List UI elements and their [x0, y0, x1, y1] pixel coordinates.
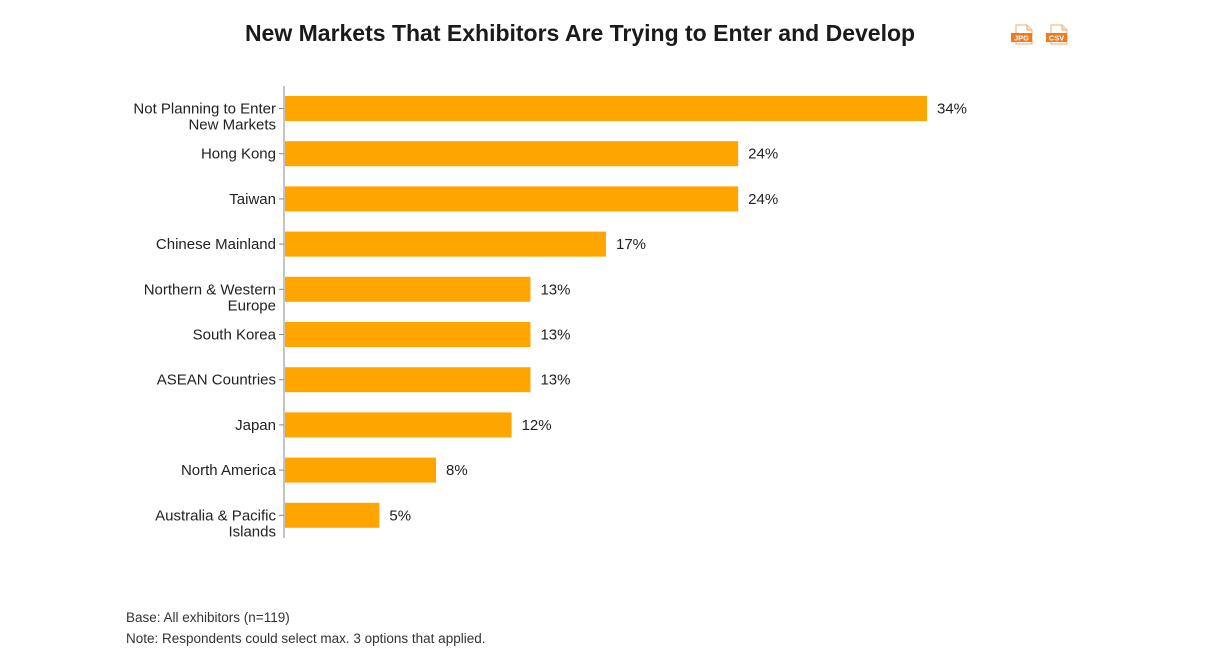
download-csv-button[interactable]: CSV: [1045, 24, 1071, 46]
data-label-8: 8%: [446, 462, 468, 479]
data-label-0: 34%: [937, 101, 967, 118]
bar-5: [285, 322, 531, 347]
category-label-8: North America: [181, 462, 277, 479]
data-label-4: 13%: [540, 281, 570, 298]
bar-4: [285, 276, 531, 302]
data-label-7: 12%: [522, 417, 552, 434]
bar-9: [285, 502, 380, 528]
download-jpg-button[interactable]: JPG: [1010, 24, 1036, 46]
footnote-note: Note: Respondents could select max. 3 op…: [126, 631, 486, 646]
category-label-3: Chinese Mainland: [156, 236, 276, 253]
bar-3: [285, 231, 606, 257]
bar-6: [285, 367, 531, 393]
bars-layer: 34% Not Planning to Enter New Markets 24% Ho…: [133, 96, 967, 540]
data-label-5: 13%: [540, 327, 570, 344]
download-csv-label: CSV: [1049, 34, 1064, 43]
data-label-3: 17%: [616, 236, 646, 253]
download-jpg-label: JPG: [1014, 34, 1029, 43]
footnote-base: Base: All exhibitors (n=119): [126, 610, 290, 625]
bar-8: [285, 457, 437, 483]
bar-1: [285, 141, 739, 167]
bar-2: [285, 186, 739, 212]
category-label-0: Not Planning to Enter New Markets: [133, 101, 276, 134]
data-label-2: 24%: [748, 191, 778, 208]
csv-file-icon: CSV: [1046, 24, 1068, 45]
data-label-9: 5%: [389, 507, 411, 524]
category-label-9: Australia & Pacific Islands: [155, 507, 276, 540]
category-label-6: ASEAN Countries: [157, 372, 276, 389]
bar-0: [285, 96, 927, 121]
bar-7: [285, 412, 512, 438]
category-label-4: Northern & Western Europe: [144, 281, 276, 314]
bar-chart: 34% Not Planning to Enter New Markets 24% Ho…: [133, 86, 967, 540]
data-label-1: 24%: [748, 146, 778, 163]
category-label-1: Hong Kong: [201, 146, 276, 163]
category-label-2: Taiwan: [229, 191, 276, 208]
category-label-5: South Korea: [193, 327, 277, 344]
chart-title: New Markets That Exhibitors Are Trying t…: [244, 20, 916, 46]
category-label-7: Japan: [235, 417, 276, 434]
jpg-file-icon: JPG: [1011, 24, 1033, 45]
data-label-6: 13%: [540, 372, 570, 389]
